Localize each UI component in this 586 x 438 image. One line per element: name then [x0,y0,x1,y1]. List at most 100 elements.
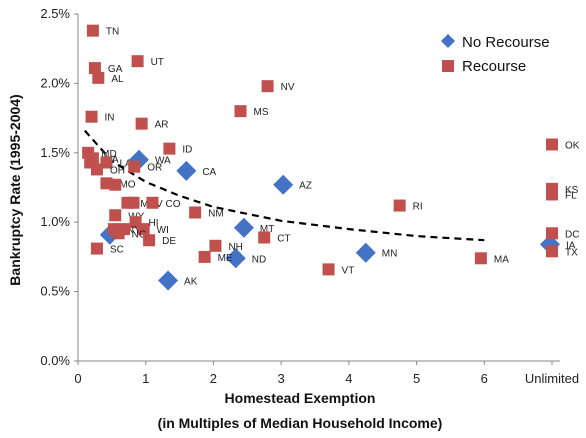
data-point-square [163,142,176,155]
data-point-square [86,24,99,37]
data-point-square [198,250,211,263]
data-point-square [92,71,105,84]
data-point-square [546,227,558,240]
trendline [83,129,485,242]
data-label: IA [566,240,576,251]
data-point-square [137,223,150,236]
data-point-square [146,196,159,209]
data-label: OH [110,165,125,176]
data-point-diamond [273,174,294,195]
y-axis-title: Bankruptcy Rate (1995-2004) [7,94,23,285]
data-label: CA [202,167,216,178]
data-point-square [546,245,558,258]
data-label: AR [155,120,169,131]
data-label: DC [565,229,579,240]
series-recourse: TNUTGAALNVMSINARIDMDVALAOHORMOMIWVCONMWY… [82,24,580,276]
data-point-square [143,234,156,247]
data-label: NM [208,208,224,219]
data-label: MS [254,107,269,118]
x-tick-label: 3 [278,371,285,386]
data-point-square [209,239,222,252]
data-point-square [85,110,98,123]
data-label: CO [165,199,180,210]
data-point-diamond [158,270,179,291]
data-point-square [258,231,271,244]
data-label: LA [119,159,132,170]
data-label: TX [565,247,578,258]
y-tick-label: 2.0% [40,75,70,90]
data-label: DE [162,236,176,247]
data-label: CT [277,233,290,244]
y-tick-label: 0.5% [40,284,70,299]
data-point-square [109,209,122,222]
data-label: NH [228,242,242,253]
data-label: ID [182,145,192,156]
data-point-square [88,62,101,75]
data-label: ND [252,254,266,265]
data-point-square [112,227,125,240]
data-label: IN [105,113,115,124]
data-label: NC [132,229,146,240]
x-tick-label: Unlimited [525,371,579,386]
data-label: WA [155,156,171,167]
data-label: GA [108,64,123,75]
data-label: MD [101,149,117,160]
x-axis-subtitle: (in Multiples of Median Household Income… [158,415,443,431]
x-tick-label: 1 [142,371,149,386]
x-tick-label: 4 [345,371,352,386]
data-label: NY [127,225,141,236]
data-point-square [546,188,558,201]
data-point-square [474,252,487,265]
x-tick-label: 6 [481,371,488,386]
series-layer: WACAAKMTNDAZMNIATNUTGAALNVMSINARIDMDVALA… [82,24,580,291]
data-point-square [135,117,148,130]
data-point-square [546,138,558,151]
data-point-square [393,199,406,212]
legend: No Recourse Recourse [441,34,550,75]
x-tick-label: 5 [413,371,420,386]
data-point-square [322,263,335,276]
data-point-square [128,160,141,173]
data-label: FL [565,190,577,201]
data-label: HI [149,218,159,229]
data-point-square [127,196,140,209]
data-point-square [90,242,103,255]
data-point-square [261,80,274,93]
y-ticks: 0.0% 0.5% 1.0% 1.5% 2.0% 2.5% [40,6,78,368]
data-point-square [100,156,113,169]
x-ticks: 0 1 2 3 4 5 6 Unlimited [74,361,579,386]
data-label: KS [565,185,579,196]
x-axis-title: Homestead Exemption [225,390,376,406]
data-label: MI [140,199,151,210]
data-label: SC [110,245,124,256]
data-label: MN [382,249,398,260]
data-label: TN [106,27,119,38]
data-point-diamond [176,160,197,181]
data-point-square [234,105,247,118]
x-tick-label: 2 [210,371,217,386]
data-label: MT [260,224,274,235]
data-point-diamond [233,217,254,238]
data-point-square [90,163,103,176]
y-tick-label: 2.5% [40,6,70,21]
legend-label-recourse: Recourse [462,58,526,75]
data-point-diamond [225,248,246,269]
series-no-recourse: WA CA AK MT ND AZ MN IA [99,149,576,291]
data-point-square [109,178,122,191]
data-label: NV [281,82,295,93]
data-label: WI [157,225,169,236]
x-tick-label: 0 [74,371,81,386]
data-label: AK [184,276,198,287]
data-label: AL [111,74,124,85]
y-tick-label: 1.0% [40,214,70,229]
data-point-diamond [355,242,376,263]
data-label: ME [218,253,233,264]
data-label: AZ [299,181,312,192]
data-label: UT [151,57,164,68]
data-label: OK [565,140,580,151]
y-tick-label: 1.5% [40,145,70,160]
data-label: RI [413,202,423,213]
legend-label-no-recourse: No Recourse [462,34,550,51]
data-label: MO [119,179,135,190]
